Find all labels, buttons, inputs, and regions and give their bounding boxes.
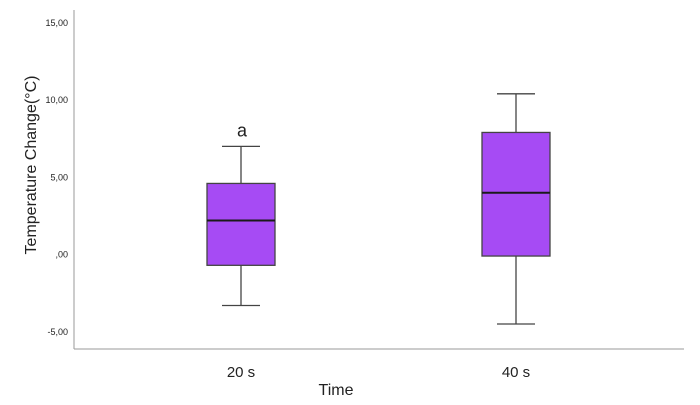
y-tick-label: -5,00 [47, 327, 68, 337]
y-tick-label: 5,00 [50, 172, 68, 182]
x-tick-label: 40 s [502, 364, 530, 381]
box-annotation: a [237, 120, 248, 140]
iqr-box [481, 131, 551, 257]
y-tick-label: 10,00 [45, 95, 68, 105]
x-tick-label: 20 s [227, 364, 255, 381]
y-tick-label: 15,00 [45, 18, 68, 28]
y-axis-ticks: 15,00 10,00 5,00 ,00 -5,00 [45, 18, 68, 337]
x-axis-title: Time [319, 382, 354, 399]
y-tick-label: ,00 [55, 250, 68, 260]
iqr-box [206, 182, 276, 266]
y-axis-title: Temperature Change(°C) [23, 76, 40, 255]
box-plot-boxes: 20 s a 40 s [206, 93, 551, 381]
